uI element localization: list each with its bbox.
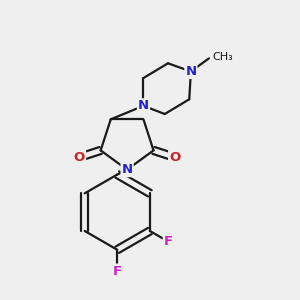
Text: O: O bbox=[169, 151, 180, 164]
Text: N: N bbox=[138, 99, 149, 112]
Text: F: F bbox=[164, 235, 173, 248]
Text: F: F bbox=[113, 265, 122, 278]
Text: N: N bbox=[185, 65, 197, 78]
Text: N: N bbox=[122, 163, 133, 176]
Text: CH₃: CH₃ bbox=[212, 52, 233, 62]
Text: O: O bbox=[74, 151, 85, 164]
